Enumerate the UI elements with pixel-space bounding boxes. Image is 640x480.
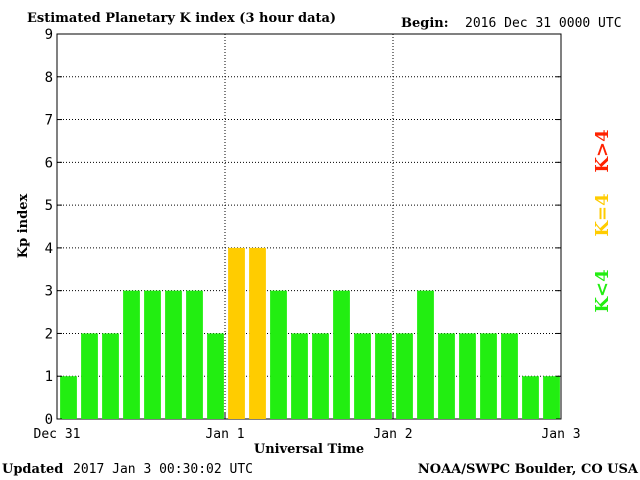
y-axis-label: Kp index — [16, 194, 31, 259]
kp-bar — [249, 247, 266, 419]
plot-frame — [56, 33, 562, 420]
kp-bar — [81, 333, 98, 419]
x-tick-label: Dec 31 — [34, 427, 81, 442]
begin-value: 2016 Dec 31 0000 UTC — [465, 16, 622, 31]
footer-updated-label: Updated — [2, 462, 63, 477]
y-tick-label: 6 — [45, 155, 53, 171]
kp-bar — [438, 333, 455, 419]
kp-bar — [480, 333, 497, 419]
footer-updated-value: 2017 Jan 3 00:30:02 UTC — [73, 462, 253, 477]
y-tick-label: 1 — [45, 369, 53, 385]
kp-bar — [186, 290, 203, 419]
chart-title: Estimated Planetary K index (3 hour data… — [27, 11, 336, 26]
y-axis-ticks: 0 1 2 3 4 5 6 7 8 9 — [45, 27, 561, 428]
begin-label: Begin: — [401, 16, 449, 31]
kp-bar — [270, 290, 287, 419]
kp-bar — [228, 247, 245, 419]
kp-bar — [207, 333, 224, 419]
y-tick-label: 2 — [45, 326, 53, 342]
kp-bar — [396, 333, 413, 419]
kp-bar — [144, 290, 161, 419]
kp-bar — [312, 333, 329, 419]
kp-bar — [417, 290, 434, 419]
y-tick-label: 0 — [45, 412, 53, 428]
kp-bar — [501, 333, 518, 419]
kp-bar — [522, 376, 539, 419]
legend-item-label: K>4 — [592, 129, 613, 172]
kp-bar — [333, 290, 350, 419]
kp-bar — [60, 376, 77, 419]
x-tick-label: Jan 1 — [205, 427, 244, 442]
kp-bar — [459, 333, 476, 419]
x-axis-ticks: Dec 31 Jan 1 Jan 2 Jan 3 — [34, 413, 581, 442]
kp-bar — [291, 333, 308, 419]
kp-bar — [123, 290, 140, 419]
x-tick-label: Jan 3 — [541, 427, 580, 442]
x-axis-label: Universal Time — [254, 442, 364, 457]
y-tick-label: 8 — [45, 70, 53, 86]
legend-item-label: K<4 — [592, 269, 613, 312]
kp-bar — [375, 333, 392, 419]
y-tick-label: 5 — [45, 198, 53, 214]
kp-bar — [102, 333, 119, 419]
y-tick-label: 3 — [45, 284, 53, 300]
footer-source: NOAA/SWPC Boulder, CO USA — [418, 462, 639, 477]
y-tick-label: 7 — [45, 113, 53, 129]
kp-bar — [354, 333, 371, 419]
kp-bar — [165, 290, 182, 419]
legend-item-label: K=4 — [592, 193, 613, 236]
grid-lines — [57, 34, 561, 419]
kp-bar — [543, 376, 560, 419]
x-tick-label: Jan 2 — [373, 427, 412, 442]
legend: K<4 K=4 K>4 — [592, 129, 613, 312]
y-tick-label: 4 — [45, 241, 53, 257]
bars — [60, 247, 560, 419]
y-tick-label: 9 — [45, 27, 53, 43]
